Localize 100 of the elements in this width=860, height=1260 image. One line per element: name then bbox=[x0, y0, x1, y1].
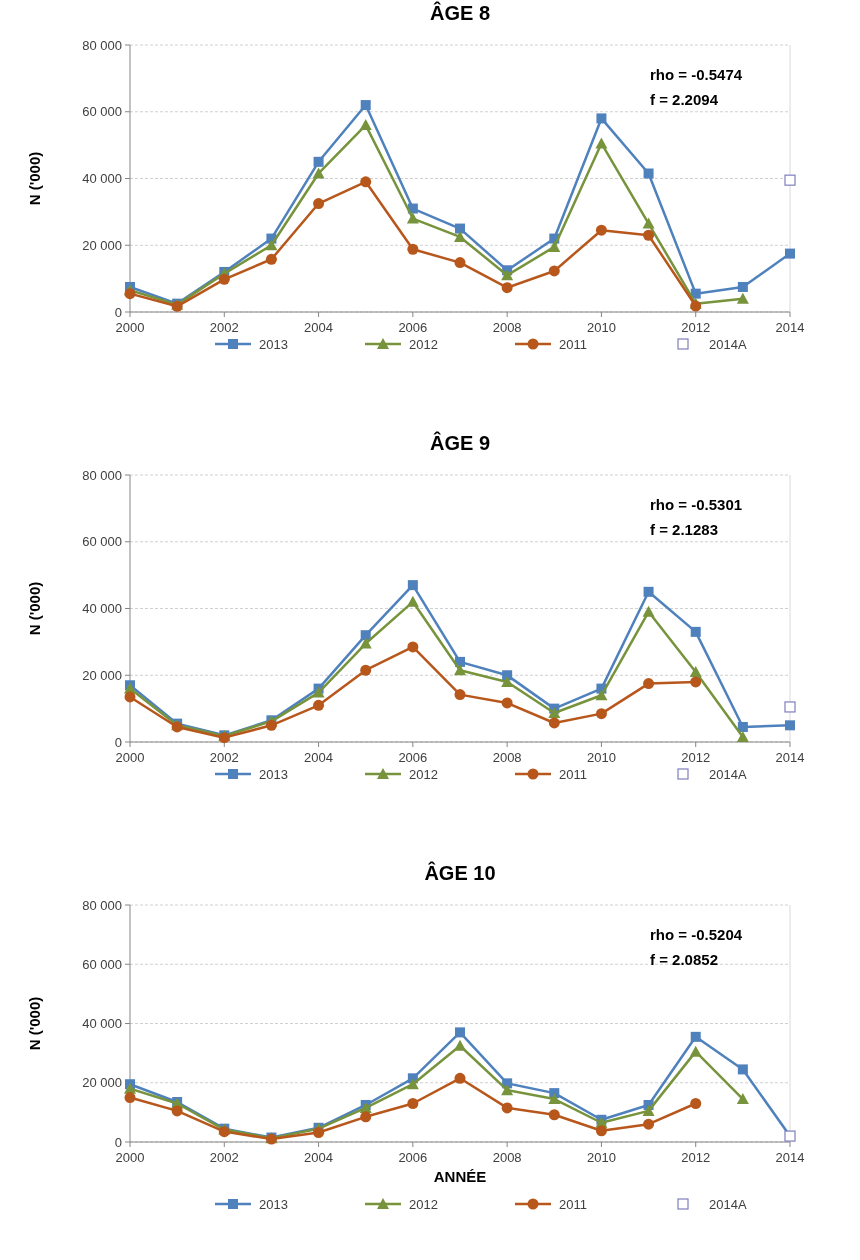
legend-label: 2011 bbox=[559, 336, 587, 352]
point bbox=[736, 1093, 749, 1105]
x-tick-label: 2000 bbox=[115, 320, 145, 335]
legend-label: 2012 bbox=[409, 1196, 438, 1212]
y-tick-label: 0 bbox=[114, 734, 122, 750]
point bbox=[595, 1125, 607, 1137]
point bbox=[643, 586, 654, 597]
y-axis-title: N ('000) bbox=[26, 581, 43, 636]
annotation: rho = -0.5204 bbox=[650, 926, 743, 943]
point bbox=[313, 1127, 325, 1139]
x-tick-label: 2002 bbox=[209, 320, 239, 335]
y-tick-label: 0 bbox=[114, 304, 122, 320]
point bbox=[455, 1027, 465, 1038]
point bbox=[454, 689, 466, 701]
x-tick-label: 2014 bbox=[775, 1150, 805, 1165]
point bbox=[124, 691, 136, 703]
point bbox=[359, 637, 372, 649]
point bbox=[642, 1104, 655, 1116]
annotation: f = 2.0852 bbox=[650, 951, 718, 968]
point bbox=[455, 223, 465, 234]
point bbox=[595, 689, 608, 701]
x-tick-label: 2000 bbox=[115, 1150, 145, 1165]
point bbox=[548, 240, 561, 252]
point bbox=[784, 174, 796, 186]
point bbox=[736, 292, 749, 304]
point bbox=[501, 282, 513, 294]
x-tick-label: 2012 bbox=[681, 1150, 711, 1165]
point bbox=[454, 230, 466, 242]
point bbox=[737, 281, 748, 292]
point bbox=[690, 1031, 701, 1042]
legend-label: 2014A bbox=[709, 766, 747, 782]
point bbox=[265, 719, 277, 731]
point bbox=[785, 248, 795, 259]
point bbox=[265, 239, 278, 251]
point bbox=[171, 1105, 183, 1117]
legend-label: 2014A bbox=[709, 336, 747, 352]
y-tick-label: 0 bbox=[114, 1134, 122, 1150]
point bbox=[548, 1109, 560, 1121]
point bbox=[313, 699, 325, 711]
point bbox=[643, 229, 655, 241]
point bbox=[313, 156, 324, 167]
x-tick-label: 2006 bbox=[398, 750, 428, 765]
point bbox=[595, 708, 607, 720]
point bbox=[406, 595, 419, 607]
x-tick-label: 2014 bbox=[775, 320, 805, 335]
annotation: rho = -0.5474 bbox=[650, 66, 743, 83]
y-tick-label: 40 000 bbox=[82, 171, 122, 187]
point bbox=[595, 224, 607, 236]
chart-title: ÂGE 9 bbox=[429, 431, 491, 454]
point bbox=[454, 1072, 466, 1084]
point bbox=[407, 580, 418, 591]
point bbox=[312, 686, 325, 698]
point bbox=[124, 1092, 136, 1104]
point bbox=[784, 701, 796, 713]
x-tick-label: 2002 bbox=[209, 750, 239, 765]
y-tick-label: 20 000 bbox=[82, 667, 122, 683]
point bbox=[643, 168, 654, 179]
y-tick-label: 80 000 bbox=[82, 37, 122, 53]
y-tick-label: 60 000 bbox=[82, 956, 122, 972]
legend-label: 2013 bbox=[259, 336, 288, 352]
legend-label: 2012 bbox=[409, 336, 438, 352]
point bbox=[454, 1039, 466, 1051]
x-tick-label: 2006 bbox=[398, 320, 428, 335]
x-tick-label: 2010 bbox=[586, 1150, 616, 1165]
x-tick-label: 2008 bbox=[492, 320, 522, 335]
point bbox=[218, 273, 230, 285]
x-tick-label: 2010 bbox=[586, 750, 616, 765]
point bbox=[689, 1045, 702, 1057]
point bbox=[690, 676, 702, 688]
y-axis-title: N ('000) bbox=[26, 996, 43, 1051]
point bbox=[785, 720, 795, 731]
x-tick-label: 2008 bbox=[492, 750, 522, 765]
annotation: f = 2.2094 bbox=[650, 91, 719, 108]
legend-label: 2012 bbox=[409, 766, 438, 782]
x-tick-label: 2002 bbox=[209, 1150, 239, 1165]
point bbox=[642, 217, 655, 229]
point bbox=[454, 664, 466, 676]
point bbox=[501, 697, 513, 709]
point bbox=[643, 678, 655, 690]
point bbox=[501, 269, 514, 281]
point bbox=[548, 1093, 561, 1105]
legend-label: 2014A bbox=[709, 1196, 747, 1212]
point bbox=[737, 721, 748, 732]
point bbox=[312, 167, 325, 179]
x-tick-label: 2004 bbox=[304, 1150, 334, 1165]
x-tick-label: 2004 bbox=[304, 750, 334, 765]
y-axis-title: N ('000) bbox=[26, 151, 43, 206]
y-tick-label: 60 000 bbox=[82, 104, 122, 120]
point bbox=[407, 1097, 419, 1109]
point bbox=[360, 1111, 372, 1123]
legend-label: 2011 bbox=[559, 766, 587, 782]
point bbox=[690, 626, 701, 637]
x-tick-label: 2006 bbox=[398, 1150, 428, 1165]
point bbox=[643, 1118, 655, 1130]
point bbox=[595, 137, 608, 149]
chart-title: ÂGE 10 bbox=[424, 861, 496, 884]
point bbox=[313, 198, 325, 210]
y-tick-label: 60 000 bbox=[82, 534, 122, 550]
x-tick-label: 2004 bbox=[304, 320, 334, 335]
point bbox=[407, 243, 419, 255]
